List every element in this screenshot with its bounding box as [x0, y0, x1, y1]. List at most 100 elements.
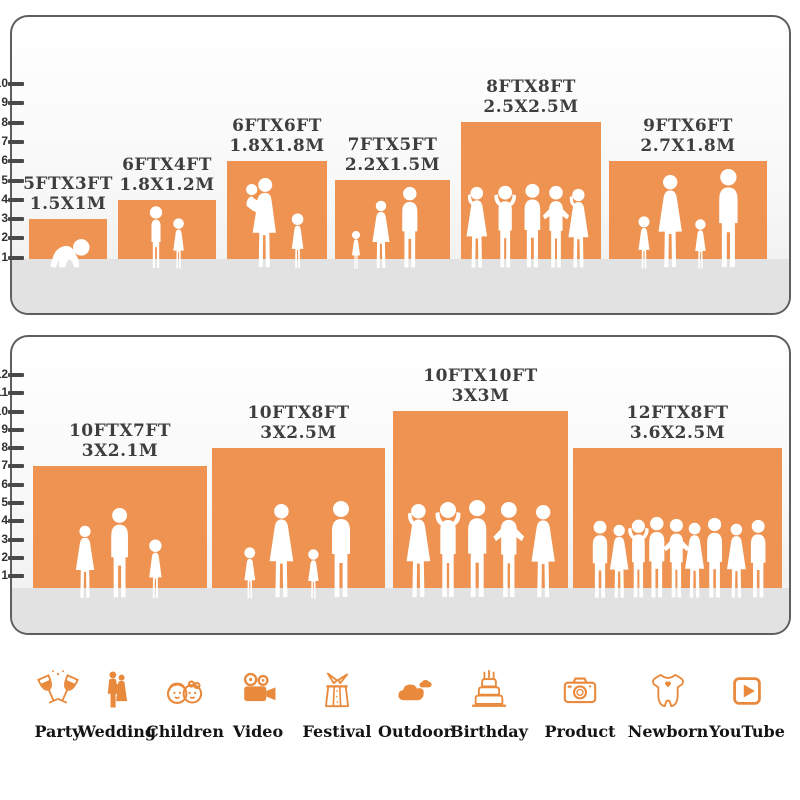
size-m: 2.7X1.8M: [640, 136, 736, 156]
backdrop-size-label: 6FTX4FT 1.8X1.2M: [98, 155, 236, 195]
ruler-number: 1: [1, 249, 8, 264]
category-label: YouTube: [709, 722, 785, 741]
backdrop-size-label: 12FTX8FT 3.6X2.5M: [553, 403, 800, 443]
size-m: 3X3M: [451, 386, 510, 406]
backdrop-size-label: 9FTX6FT 2.7X1.8M: [589, 116, 787, 156]
ruler-tick: [8, 197, 24, 202]
category-label: Newborn: [627, 722, 709, 741]
ruler-tick: [8, 391, 24, 396]
ruler-number: 11: [0, 385, 8, 400]
size-m: 3.6X2.5M: [629, 423, 726, 443]
category-label: Birthday: [450, 722, 528, 741]
silhouette-girl: [143, 538, 168, 600]
category-label: Party: [34, 722, 82, 741]
size-ft: 10FTX8FT: [247, 403, 350, 423]
size-ft: 7FTX5FT: [347, 135, 438, 155]
festival-icon: [325, 672, 349, 708]
ruler-tick: [8, 519, 24, 524]
silhouette-woman: [367, 200, 395, 270]
ruler-number: 7: [1, 458, 8, 473]
ruler-tick: [8, 464, 24, 469]
silhouette-woman: [262, 503, 301, 600]
ruler-tick: [8, 555, 24, 560]
ruler-tick: [8, 159, 24, 164]
wedding-icon: [107, 671, 128, 708]
ruler-tick: [8, 574, 24, 579]
silhouette-man: [101, 507, 138, 600]
backdrop-swatch: [609, 161, 767, 259]
size-m: 1.8X1.2M: [119, 175, 215, 195]
category-label: Outdoor: [378, 722, 452, 741]
video-icon: [243, 672, 276, 702]
backdrop-size-label: 7FTX5FT 2.2X1.5M: [315, 135, 470, 175]
ruler-tick: [8, 236, 24, 241]
size-ft: 5FTX3FT: [23, 174, 113, 194]
category-newborn: Newborn: [622, 668, 714, 741]
size-m: 3X2.5M: [260, 423, 337, 443]
backdrop-size-label: 10FTX10FT 3X3M: [373, 366, 588, 406]
ruler-tick: [8, 482, 24, 487]
size-chart-panel-medium: 123456789101112 10FTX7FT 3X2.1M 10FTX8FT…: [0, 335, 791, 635]
size-chart-panel-small: 1 2 3 4 5 6 7 8 9 10 5FTX3FT 1.5X1M 6FTX4FT 1.8X1…: [0, 15, 791, 315]
silhouette-girl: [348, 230, 364, 270]
children-icon: [166, 680, 203, 704]
party-icon: [37, 670, 79, 704]
category-outdoor: Outdoor: [369, 668, 461, 741]
ruler-number: 1: [1, 568, 8, 583]
category-children: Children: [139, 668, 231, 741]
silhouette-girl: [168, 217, 189, 270]
silhouette-woman-baby: [242, 177, 283, 270]
silhouette-woman: [651, 174, 689, 270]
outdoor-icon: [398, 679, 432, 701]
silhouette-woman-up: [562, 188, 595, 270]
category-label: Video: [232, 722, 284, 741]
ruler-number: 6: [1, 153, 8, 168]
ruler-number: 8: [1, 114, 8, 129]
category-label: Wedding: [77, 722, 157, 741]
ruler-tick: [8, 537, 24, 542]
ruler-tick: [8, 255, 24, 260]
silhouette-boy: [143, 205, 169, 270]
category-youtube: YouTube: [701, 668, 793, 741]
backdrop-swatch: [212, 448, 385, 588]
category-party: Party: [12, 668, 104, 741]
size-ft: 6FTX4FT: [122, 155, 212, 175]
ruler-tick: [8, 501, 24, 505]
size-m: 3X2.1M: [81, 441, 159, 461]
silhouette-girl: [286, 212, 309, 270]
size-ft: 10FTX10FT: [423, 366, 538, 386]
backdrop-size-label: 10FTX8FT 3X2.5M: [192, 403, 405, 443]
category-wedding: Wedding: [71, 668, 163, 741]
backdrop-swatch: [227, 161, 327, 259]
ruler-tick: [8, 409, 24, 414]
youtube-icon: [733, 677, 761, 705]
ruler-number: 7: [1, 133, 8, 148]
ruler-tick: [8, 82, 24, 86]
ruler-number: 9: [1, 95, 8, 110]
size-m: 2.2X1.5M: [344, 155, 441, 175]
silhouette-girl: [239, 546, 261, 600]
size-ft: 8FTX8FT: [486, 77, 576, 97]
product-icon: [563, 677, 597, 704]
category-label: Children: [146, 722, 224, 741]
ruler-number: 10: [0, 76, 8, 90]
floor: [12, 259, 789, 313]
backdrop-size-label: 5FTX3FT 1.5X1M: [9, 174, 127, 214]
backdrop-swatch: [118, 200, 216, 259]
category-label: Festival: [302, 722, 372, 741]
category-festival: Festival: [291, 668, 383, 741]
silhouette-man: [708, 168, 749, 270]
ruler-number: 5: [1, 495, 8, 509]
ruler-number: 4: [1, 191, 8, 206]
ruler-number: 10: [0, 403, 8, 418]
newborn-icon: [652, 673, 684, 708]
ruler-tick: [8, 101, 24, 106]
ruler-tick: [8, 446, 24, 451]
ruler-number: 3: [1, 531, 8, 546]
ruler-tick: [8, 120, 24, 125]
size-ft: 9FTX6FT: [643, 116, 733, 136]
silhouette-woman: [524, 504, 562, 600]
size-m: 1.5X1M: [29, 194, 107, 214]
ruler-number: 6: [1, 476, 8, 491]
